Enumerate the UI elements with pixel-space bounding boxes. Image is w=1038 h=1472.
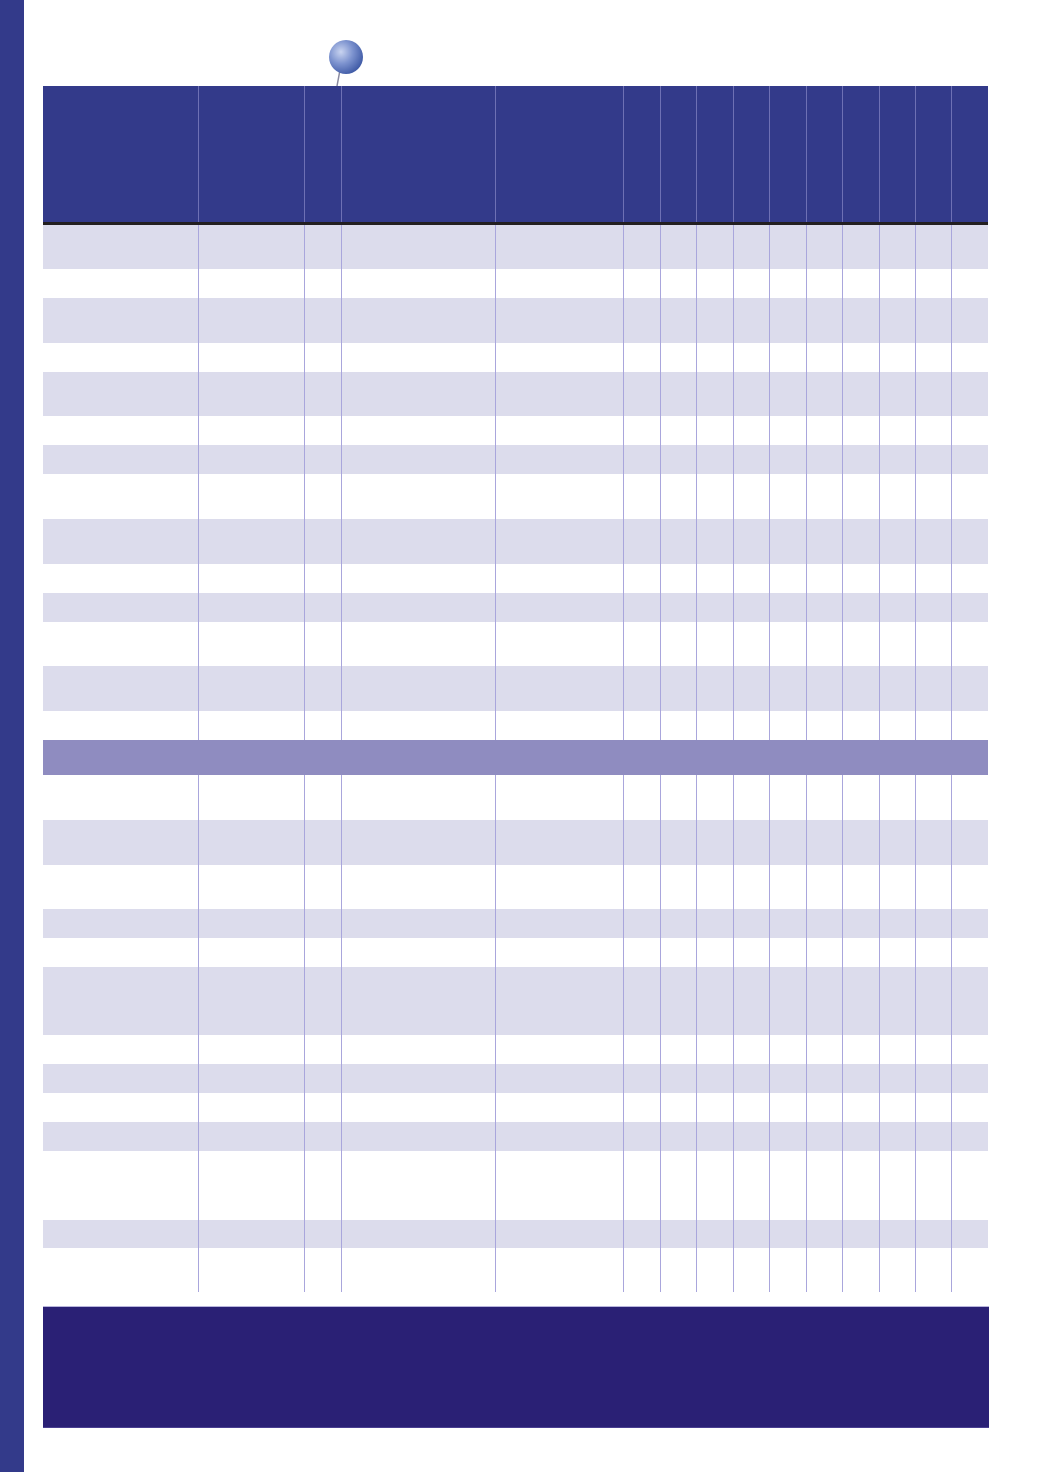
header-column-divider <box>495 86 496 222</box>
column-divider <box>842 225 843 740</box>
table-row <box>43 593 988 622</box>
table-row <box>43 622 988 666</box>
table-header <box>43 86 988 225</box>
column-divider <box>623 775 624 1292</box>
column-divider <box>696 775 697 1292</box>
header-column-divider <box>806 86 807 222</box>
table-row <box>43 519 988 564</box>
header-column-divider <box>304 86 305 222</box>
column-divider <box>806 225 807 740</box>
data-table <box>43 86 988 1292</box>
column-divider <box>341 225 342 740</box>
column-divider <box>623 225 624 740</box>
table-row <box>43 909 988 938</box>
table-row <box>43 938 988 967</box>
table-row <box>43 1151 988 1220</box>
table-row <box>43 820 988 865</box>
header-column-divider <box>842 86 843 222</box>
column-divider <box>915 225 916 740</box>
header-column-divider <box>623 86 624 222</box>
column-divider <box>304 775 305 1292</box>
column-divider <box>879 225 880 740</box>
column-divider <box>495 775 496 1292</box>
table-row <box>43 474 988 519</box>
column-divider <box>769 775 770 1292</box>
column-divider <box>806 775 807 1292</box>
left-accent-bar <box>0 0 24 1472</box>
column-divider <box>660 225 661 740</box>
table-row <box>43 269 988 298</box>
header-column-divider <box>769 86 770 222</box>
column-divider <box>769 225 770 740</box>
table-row <box>43 416 988 445</box>
table-row <box>43 775 988 820</box>
column-divider <box>696 225 697 740</box>
header-column-divider <box>879 86 880 222</box>
header-column-divider <box>915 86 916 222</box>
header-column-divider <box>341 86 342 222</box>
header-column-divider <box>696 86 697 222</box>
column-divider <box>879 775 880 1292</box>
table-row <box>43 1122 988 1151</box>
column-divider <box>198 775 199 1292</box>
header-column-divider <box>198 86 199 222</box>
table-row <box>43 711 988 740</box>
table-row <box>43 1093 988 1122</box>
column-divider <box>304 225 305 740</box>
table-row <box>43 865 988 909</box>
table-row <box>43 343 988 372</box>
column-divider <box>951 775 952 1292</box>
table-row <box>43 564 988 593</box>
table-row <box>43 1035 988 1064</box>
section-divider-row <box>43 740 988 775</box>
column-divider <box>733 775 734 1292</box>
header-column-divider <box>951 86 952 222</box>
pushpin-icon <box>329 40 363 87</box>
column-divider <box>733 225 734 740</box>
column-divider <box>660 775 661 1292</box>
column-divider <box>198 225 199 740</box>
header-column-divider <box>733 86 734 222</box>
table-row <box>43 445 988 474</box>
table-row <box>43 1220 988 1248</box>
table-row <box>43 666 988 711</box>
table-row <box>43 1064 988 1093</box>
column-divider <box>915 775 916 1292</box>
footer-band <box>43 1306 989 1428</box>
table-row <box>43 372 988 416</box>
column-divider <box>842 775 843 1292</box>
column-divider <box>495 225 496 740</box>
header-column-divider <box>660 86 661 222</box>
column-divider <box>341 775 342 1292</box>
table-row <box>43 967 988 1035</box>
column-divider <box>951 225 952 740</box>
table-row <box>43 1248 988 1292</box>
table-row <box>43 225 988 269</box>
table-row <box>43 298 988 343</box>
